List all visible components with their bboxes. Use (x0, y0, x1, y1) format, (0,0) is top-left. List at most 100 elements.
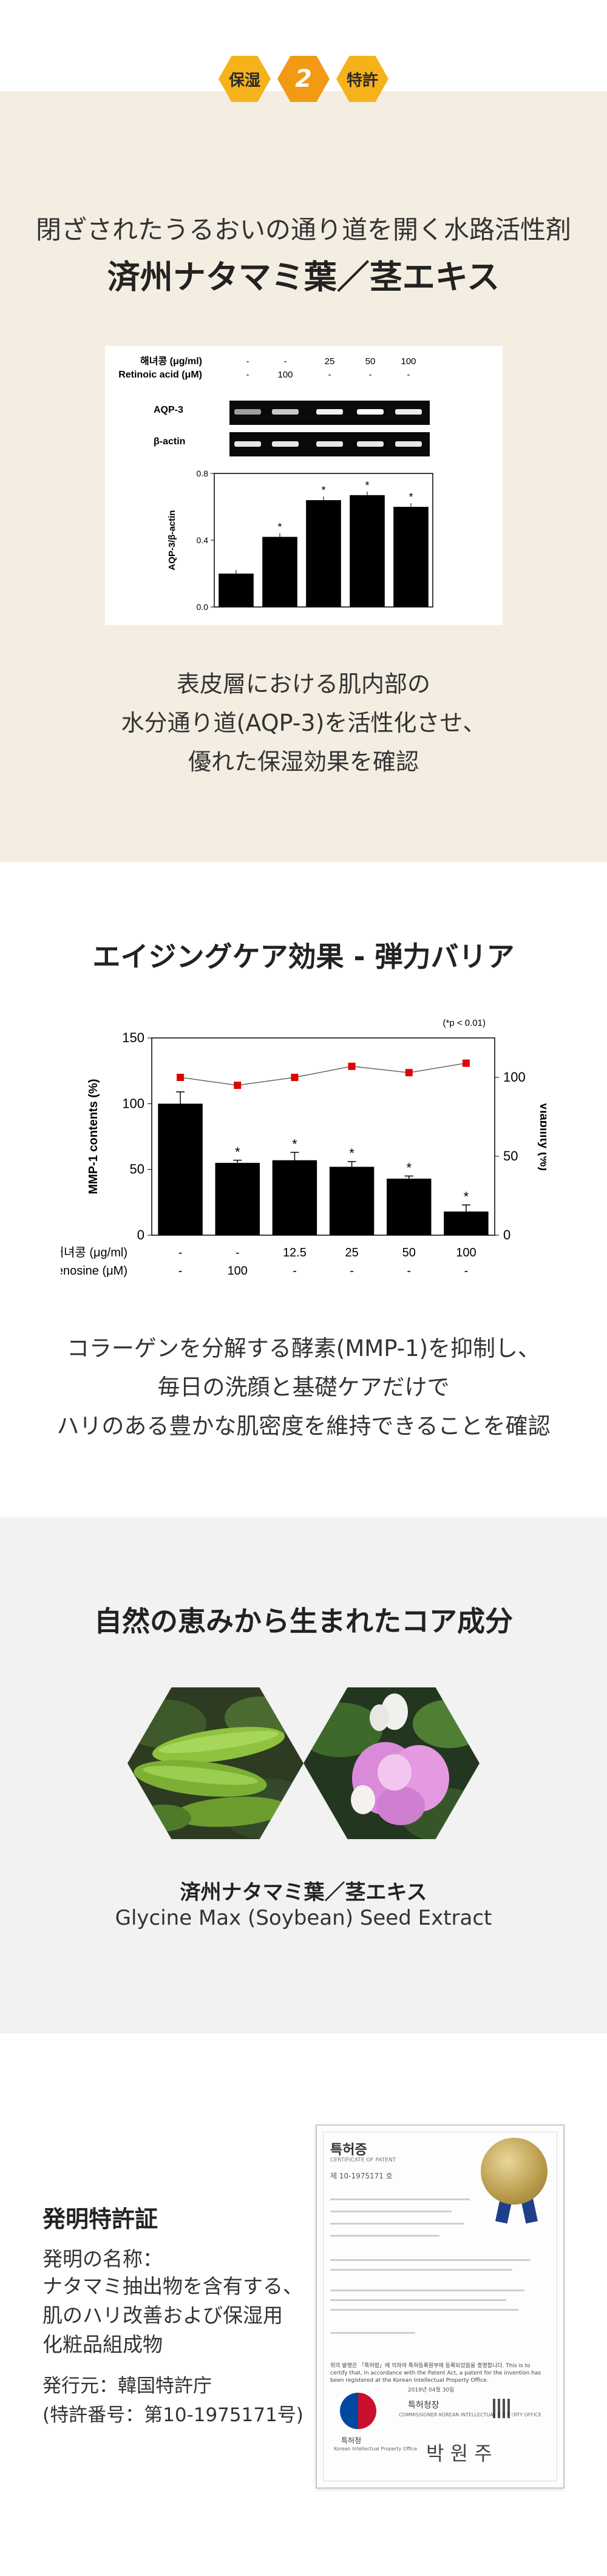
certificate-line (330, 2332, 415, 2334)
row2-value: - (350, 1264, 354, 1278)
row1-value: - (284, 356, 287, 367)
row1-value: 12.5 (283, 1246, 307, 1259)
aqp3-band (316, 409, 343, 415)
description-line: 毎日の洗顔と基礎ケアだけで (157, 1374, 450, 1400)
aqp3-band (357, 409, 384, 415)
certificate-line (330, 2223, 464, 2225)
row2-value: - (464, 1264, 469, 1278)
y-tick-label: 150 (122, 1030, 144, 1045)
row2-value: - (407, 1264, 411, 1278)
row2-value: - (178, 1264, 183, 1278)
row1-label: 해녀콩 (μg/ml) (61, 1246, 127, 1259)
bar (350, 495, 385, 607)
badge-moisture: 保湿 (219, 56, 271, 102)
invention-line: ナタマミ抽出物を含有する、 (42, 2274, 303, 2298)
certificate-office-en: COMMISSIONER KOREAN INTELLECTUAL PROPERT… (399, 2412, 542, 2418)
aqp3-band (234, 409, 261, 415)
aqp3-figure: 해녀콩 (μg/ml) Retinoic acid (μM) - - 25 50 100… (105, 346, 503, 625)
description-line: コラーゲンを分解する酵素(MMP-1)を抑制し、 (66, 1335, 541, 1361)
section-subtitle: 閉ざされたうるおいの通り道を開く水路活性剤 (35, 215, 571, 245)
certificate-line (330, 2259, 531, 2261)
section-title: 済州ナタマミ葉／茎エキス (107, 258, 500, 296)
actin-band (395, 441, 422, 447)
row1-value: - (236, 1246, 240, 1259)
viability-point (177, 1074, 185, 1081)
certificate-line (330, 2198, 470, 2200)
significance-marker: * (464, 1189, 469, 1204)
certificate-title: 특허증 (330, 2143, 367, 2158)
significance-marker: * (292, 1137, 297, 1152)
actin-band (357, 441, 384, 447)
viability-point (348, 1062, 356, 1070)
section-description: コラーゲンを分解する酵素(MMP-1)を抑制し、 毎日の洗顔と基礎ケアだけで ハ… (0, 1329, 607, 1446)
certificate-line (330, 2309, 518, 2311)
kipo-logo-label: 특허청 (341, 2436, 362, 2445)
invention-name: ナタマミ抽出物を含有する、 肌のハリ改善および保湿用 化粧品組成物 (42, 2272, 322, 2359)
viability-line (180, 1062, 467, 1086)
actin-band (234, 441, 261, 447)
patent-title: 発明特許証 (42, 2206, 158, 2232)
row1-value: 25 (325, 356, 335, 367)
aqp3-chart: 해녀콩 (μg/ml) Retinoic acid (μM) - - 25 50 100… (118, 356, 433, 612)
y-axis-label: AQP-3/β-actin (167, 510, 177, 570)
row1-value: 100 (401, 356, 416, 367)
bar (215, 1162, 260, 1235)
bar (387, 1178, 432, 1235)
band-aqp3-label: AQP-3 (154, 405, 183, 415)
significance-marker: * (321, 484, 325, 497)
certificate-line (330, 2211, 452, 2212)
actin-band (272, 441, 299, 447)
viability-point (405, 1069, 413, 1077)
row2-value: - (328, 370, 331, 380)
qr-code-icon (493, 2399, 512, 2418)
aqp3-band (395, 409, 422, 415)
row2-value: 100 (228, 1264, 248, 1278)
actin-band (316, 441, 343, 447)
viability-point (234, 1082, 242, 1089)
row1-value: 50 (365, 356, 376, 367)
description-line: 優れた保湿効果を確認 (188, 748, 419, 775)
description-line: 表皮層における肌内部の (176, 671, 430, 697)
significance-marker: * (365, 480, 369, 492)
patent-certificate-image: 특허증 CERTIFICATE OF PATENT 제 10-1975171 호… (316, 2124, 565, 2489)
y-tick-label: 50 (130, 1162, 144, 1177)
y-tick-label: 0 (137, 1227, 144, 1242)
row2-value: - (369, 370, 372, 380)
patent-number: (特許番号：第10-1975171号) (42, 2404, 304, 2426)
significance-marker: * (277, 521, 282, 534)
invention-name-label: 発明の名称： (42, 2247, 163, 2271)
row2-value: - (246, 370, 249, 380)
mmp1-figure: (*p < 0.01) 0 50 100 150 0 50 100 MMP-1 contents… (41, 1008, 551, 1287)
badge-number: 2 (277, 56, 330, 102)
y-tick-label: 0.4 (197, 535, 209, 545)
y2-axis-label: Viability (%) (537, 1102, 546, 1171)
significance-marker: * (235, 1145, 240, 1160)
mmp1-chart: (*p < 0.01) 0 50 100 150 0 50 100 MMP-1 contents… (41, 1018, 551, 1278)
bean-pods-photo (127, 1687, 304, 1839)
row2-value: 100 (277, 370, 293, 380)
anti-aging-section: エイジングケア効果 - 弾力バリア (*p < 0.01) 0 50 100 150 0 5… (0, 862, 607, 1517)
certificate-office: 특허청장 (408, 2401, 439, 2410)
certificate-body: 위의 발명은 「특허법」에 의하여 특허등록원부에 등록되었음을 증명합니다. … (330, 2363, 541, 2384)
row1-value: 50 (402, 1246, 416, 1259)
certificate-border (323, 2132, 557, 2481)
significance-marker: * (409, 491, 413, 503)
y2-tick-label: 50 (503, 1148, 518, 1164)
row1-value: - (178, 1246, 183, 1259)
y2-tick-label: 100 (503, 1069, 526, 1085)
section-description: 表皮層における肌内部の 水分通り道(AQP-3)を活性化させ、 優れた保湿効果を… (0, 665, 607, 781)
certificate-line (330, 2269, 512, 2271)
patent-section: 発明特許証 発明の名称： ナタマミ抽出物を含有する、 肌のハリ改善および保湿用 … (0, 2033, 607, 2576)
row2-label: Retinoic acid (μM) (118, 370, 202, 380)
section-title: 自然の恵みから生まれたコア成分 (94, 1605, 513, 1638)
significance-note: (*p < 0.01) (443, 1018, 486, 1028)
y-axis-label: MMP-1 contents (%) (87, 1079, 100, 1195)
patent-issuer: 発行元：韓国特許庁 (42, 2375, 212, 2397)
bar (329, 1167, 375, 1235)
row2-value: - (407, 370, 410, 380)
core-ingredient-section: 自然の恵みから生まれたコア成分 (0, 1517, 607, 2033)
plot-frame (151, 1037, 495, 1236)
significance-marker: * (349, 1146, 354, 1161)
y-tick-label: 0.8 (197, 469, 209, 478)
kipo-logo-sublabel: Korean Intellectual Property Office (334, 2446, 418, 2452)
